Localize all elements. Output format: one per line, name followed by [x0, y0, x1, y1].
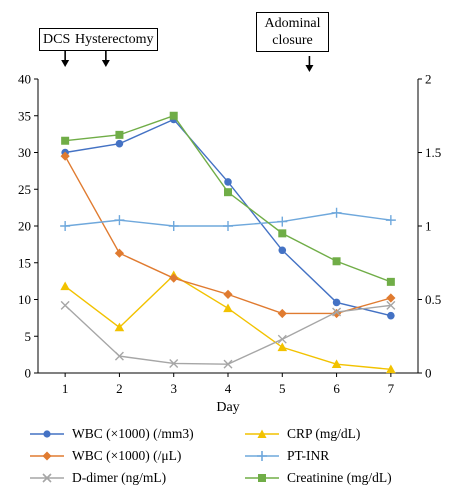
data-point — [60, 281, 70, 291]
y-right-tick-label: 1.5 — [425, 145, 441, 160]
data-point — [387, 311, 395, 320]
data-point — [114, 351, 124, 361]
data-point — [169, 111, 178, 120]
annotation-closure-label-line1: Adominal — [264, 16, 321, 31]
y-left-tick-label: 40 — [18, 72, 31, 87]
legend-marker-square-icon — [245, 474, 279, 482]
legend-marker-circle-icon — [30, 430, 64, 438]
data-point — [277, 216, 288, 227]
data-point — [332, 257, 341, 266]
data-point — [278, 246, 287, 255]
data-point — [277, 342, 288, 352]
y-left-tick-label: 10 — [18, 292, 31, 307]
data-point — [115, 130, 124, 139]
data-point — [331, 308, 342, 319]
annotation-hysterectomy-label: Hysterectomy — [75, 32, 154, 47]
x-tick-label: 2 — [116, 381, 123, 396]
x-tick-label: 3 — [170, 381, 177, 396]
series-line — [64, 274, 391, 371]
line-chart: 0 5 10 15 20 25 30 35 40 0 0.5 1 1.5 2 1 2 3 4 5 6 7 Day — [18, 51, 441, 415]
data-point — [331, 359, 342, 368]
data-point — [114, 215, 125, 226]
x-tick-label: 7 — [388, 381, 395, 396]
series-line — [64, 304, 391, 365]
legend-label: WBC (×1000) (/mm3) — [72, 426, 194, 441]
data-point — [115, 139, 124, 148]
legend-item: CRP (mg/dL) — [245, 426, 360, 442]
data-point — [278, 229, 287, 238]
data-point — [60, 221, 71, 231]
data-point — [60, 151, 70, 161]
legend-item: PT-INR — [245, 448, 329, 464]
data-point — [332, 307, 342, 317]
data-point — [386, 300, 396, 310]
legend-item: D-dimer (ng/mL) — [30, 470, 166, 486]
y-right-tick-label: 0.5 — [425, 292, 441, 307]
legend-marker-plus-icon — [245, 451, 279, 461]
legend-marker-x-icon — [30, 473, 64, 483]
annotation-arrowhead — [101, 60, 110, 67]
y-right-tick-label: 2 — [425, 72, 432, 87]
data-point — [385, 215, 396, 226]
annotation-hysterectomy: Hysterectomy — [72, 28, 158, 51]
y-right-tick-label: 1 — [425, 219, 432, 234]
y-left-tick-label: 20 — [18, 219, 31, 234]
annotation-dcs-label: DCS — [43, 32, 71, 47]
data-point — [223, 359, 233, 369]
y-left-tick-label: 25 — [18, 182, 31, 197]
chart-legend: WBC (×1000) (/mm3) WBC (×1000) (/μL) D-d… — [30, 424, 450, 496]
data-point — [223, 221, 233, 231]
y-left-tick-label: 30 — [18, 145, 31, 160]
legend-marker-triangle-icon — [245, 429, 279, 438]
data-point — [224, 178, 232, 186]
x-tick-label: 6 — [333, 381, 340, 396]
legend-item: WBC (×1000) (/mm3) — [30, 426, 194, 442]
x-tick-label: 1 — [62, 381, 69, 396]
legend-item: Creatinine (mg/dL) — [245, 470, 392, 486]
x-tick-label: 4 — [225, 381, 232, 396]
annotation-arrowhead — [305, 65, 314, 72]
data-point — [61, 136, 70, 145]
data-point — [332, 298, 341, 307]
legend-label: CRP (mg/dL) — [287, 426, 361, 441]
legend-label: D-dimer (ng/mL) — [72, 470, 167, 485]
y-left-tick-label: 35 — [18, 108, 31, 123]
data-point — [277, 308, 287, 319]
y-right-tick-label: 0 — [425, 366, 432, 381]
data-point — [224, 188, 232, 197]
legend-label: Creatinine (mg/dL) — [287, 470, 392, 485]
series-line — [65, 114, 392, 283]
x-axis-label: Day — [216, 400, 239, 415]
data-point — [223, 303, 233, 313]
data-point — [386, 277, 395, 286]
data-point — [277, 334, 287, 344]
data-point — [169, 273, 179, 283]
data-point — [114, 322, 125, 332]
legend-label: PT-INR — [287, 448, 330, 463]
data-point — [223, 289, 233, 299]
data-point — [386, 293, 396, 303]
x-tick-label: 5 — [279, 381, 286, 396]
annotation-closure-label-line2: closure — [272, 33, 313, 48]
series-line — [65, 118, 392, 317]
legend-item: WBC (×1000) (/μL) — [30, 448, 181, 464]
annotation-arrowhead — [61, 60, 70, 67]
y-left-tick-label: 15 — [18, 255, 31, 270]
data-point — [386, 364, 396, 374]
data-point — [168, 221, 179, 231]
annotation-closure: Adominal closure — [256, 12, 329, 52]
data-point — [169, 358, 179, 368]
annotation-dcs: DCS — [39, 28, 75, 51]
data-point — [331, 207, 342, 218]
legend-label: WBC (×1000) (/μL) — [72, 448, 182, 463]
data-point — [60, 300, 70, 310]
legend-marker-diamond-icon — [30, 451, 64, 461]
y-left-tick-label: 0 — [25, 366, 32, 381]
y-left-tick-label: 5 — [25, 329, 32, 344]
data-point — [114, 248, 125, 258]
